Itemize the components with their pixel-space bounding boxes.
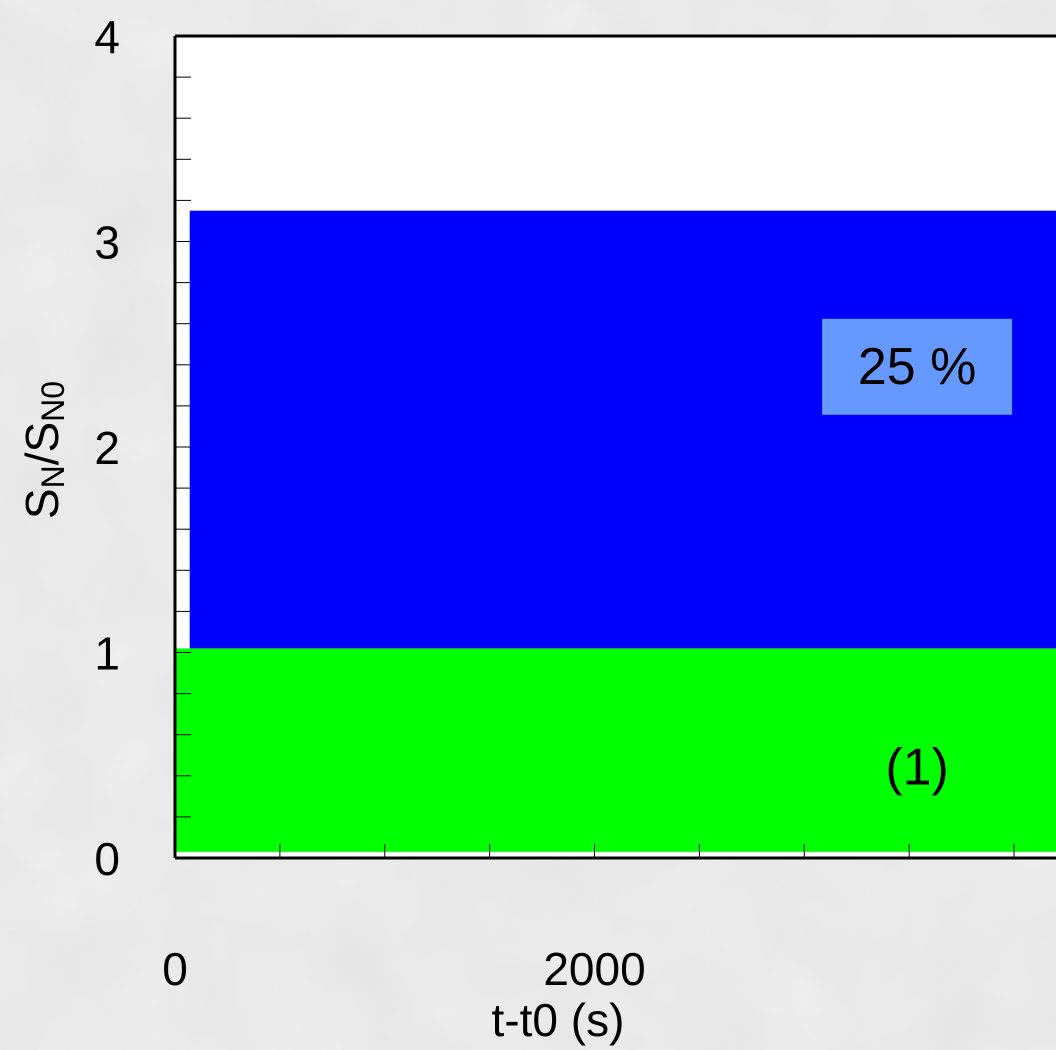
- x-tick-label: 2000: [543, 943, 645, 995]
- y-label-sub2: N0: [35, 381, 71, 422]
- y-label-sub1: N: [35, 465, 71, 488]
- regions: [175, 210, 1056, 852]
- x-axis-label: t-t0 (s): [492, 994, 625, 1046]
- minor-ticks: [175, 76, 1015, 858]
- y-tick-label: 4: [94, 11, 120, 63]
- y-tick-label: 0: [94, 833, 120, 885]
- x-tick-labels: 0 2000: [162, 943, 645, 995]
- y-label-sep: /S: [16, 422, 68, 465]
- annotation-1: 25 %: [858, 338, 977, 396]
- y-tick-labels: 0 1 2 3 4: [94, 11, 120, 885]
- y-axis-label: SN/SN0: [16, 381, 71, 519]
- y-tick-label: 1: [94, 628, 120, 680]
- annotations: 25 % (1): [822, 318, 1013, 797]
- region-2: [189, 210, 1056, 649]
- y-tick-label: 3: [94, 217, 120, 269]
- x-tick-label: 0: [162, 943, 188, 995]
- y-tick-label: 2: [94, 422, 120, 474]
- axes: [173, 34, 1056, 860]
- annotation-2: (1): [885, 739, 949, 797]
- y-label-base: S: [16, 488, 68, 519]
- annotation-box: [822, 318, 1013, 415]
- region-1: [175, 648, 1056, 852]
